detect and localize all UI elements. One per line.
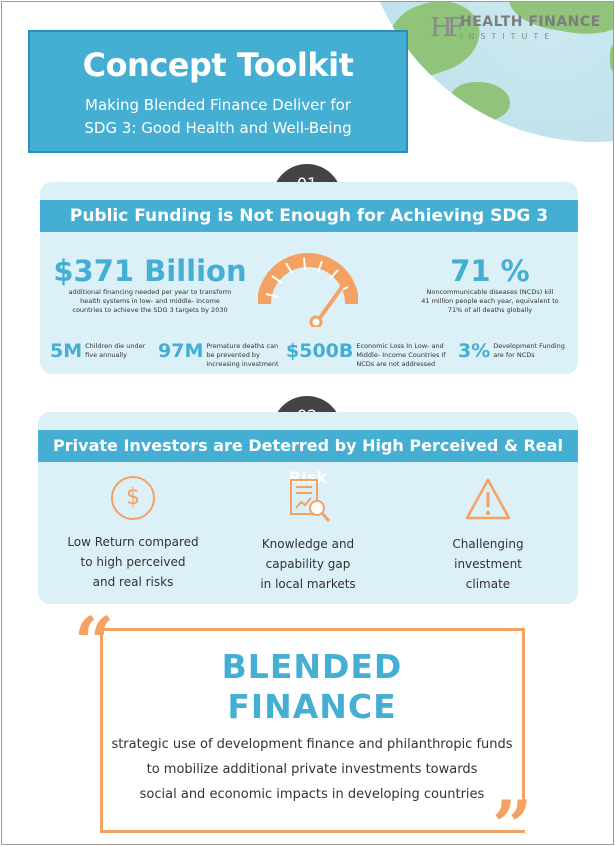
section1-title: Public Funding is Not Enough for Achievi… [40, 200, 578, 232]
logo-text-line1: HEALTH FINANCE [460, 14, 601, 30]
dollar-coin-icon: $ [111, 476, 155, 520]
speedometer-gauge-icon [258, 253, 358, 327]
blended-finance-definition: strategic use of development finance and… [111, 737, 513, 802]
section1-main-left: $371 Billion additional financing needed… [50, 254, 250, 315]
stat-500b: $500B Economic Loss In Low- and Middle- I… [286, 340, 446, 368]
blended-frame-right [522, 628, 525, 808]
page-title: Concept Toolkit [82, 46, 354, 84]
close-quote-icon: ” [492, 785, 533, 845]
risk-item-low-return: $ Low Return compared to high perceived an… [58, 476, 208, 592]
document-magnifier-icon [290, 479, 331, 522]
page-subtitle: Making Blended Finance Deliver for SDG 3… [30, 94, 406, 140]
title-box: Concept Toolkit Making Blended Finance D… [28, 30, 408, 153]
section1-card: Public Funding is Not Enough for Achievi… [40, 182, 578, 374]
section1-main-right: 71 % Noncommunicable diseases (NCDs) kil… [410, 254, 570, 315]
stat-71-desc: Noncommunicable diseases (NCDs) kill 41 … [421, 288, 559, 314]
stat-5m: 5M Children die under five annually [50, 340, 146, 362]
risk-item-knowledge-gap: Knowledge and capability gap in local mark… [233, 476, 383, 594]
stat-371-desc: additional financing needed per year to … [68, 288, 232, 314]
stat-3-percent: 3% Development Funding are for NCDs [458, 340, 565, 362]
stat-71-percent: 71 % [450, 254, 530, 288]
stat-371-billion: $371 Billion [53, 254, 247, 288]
open-quote-icon: “ [74, 601, 115, 684]
stat-97m: 97M Premature deaths can be prevented by i… [158, 340, 279, 368]
subtitle-line2: SDG 3: Good Health and Well-Being [84, 119, 352, 137]
health-finance-institute-logo: HF HEALTH FINANCE INSTITUTE [430, 14, 601, 41]
warning-triangle-icon [465, 478, 511, 520]
logo-text-line2: INSTITUTE [460, 32, 556, 41]
section2-title: Private Investors are Deterred by High P… [38, 430, 578, 487]
blended-finance-frame [100, 628, 525, 833]
blended-finance-title: BLENDED FINANCE [221, 647, 403, 726]
subtitle-line1: Making Blended Finance Deliver for [85, 96, 351, 114]
risk-item-investment-climate: Challenging investment climate [413, 476, 563, 594]
hf-logo-icon: HF [430, 12, 465, 43]
section2-card: Private Investors are Deterred by High P… [38, 412, 578, 604]
